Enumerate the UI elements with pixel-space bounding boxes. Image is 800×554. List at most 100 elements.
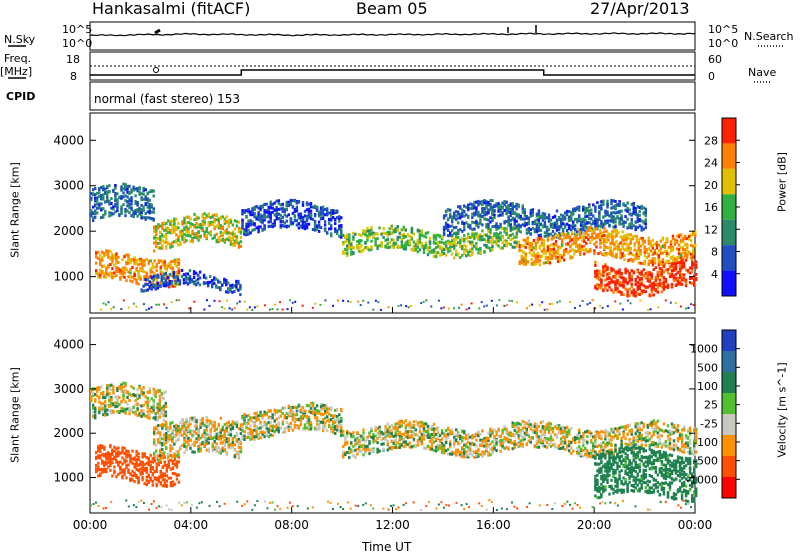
power-echo-cell	[656, 274, 660, 278]
power-echo-cell	[418, 235, 422, 239]
power-echo-cell	[203, 232, 206, 236]
power-ground-cell	[425, 299, 428, 302]
power-echo-cell	[169, 242, 172, 246]
velocity-echo-cell	[143, 463, 146, 467]
power-echo-cell	[305, 222, 309, 226]
power-echo-cell	[469, 207, 472, 210]
velocity-echo-cell	[136, 397, 139, 401]
velocity-echo-cell	[123, 468, 126, 472]
power-echo-cell	[483, 213, 486, 217]
power-echo-cell	[328, 222, 331, 225]
power-echo-cell	[487, 211, 490, 215]
power-echo-cell	[123, 271, 126, 275]
power-echo-cell	[537, 221, 541, 225]
velocity-echo-cell	[149, 476, 152, 480]
power-echo-cell	[125, 267, 128, 271]
power-echo-cell	[531, 226, 534, 230]
power-echo-cell	[192, 282, 196, 286]
power-echo-cell	[622, 220, 625, 224]
power-echo-cell	[469, 254, 472, 258]
power-echo-cell	[640, 219, 643, 223]
velocity-echo-cell	[167, 465, 170, 469]
power-echo-cell	[643, 248, 646, 252]
power-echo-cell	[193, 225, 196, 229]
power-echo-cell	[511, 202, 514, 205]
power-echo-cell	[113, 271, 116, 275]
power-echo-cell	[442, 251, 446, 255]
power-echo-cell	[301, 223, 305, 227]
power-echo-cell	[649, 244, 652, 248]
velocity-echo-cell	[108, 409, 111, 413]
velocity-echo-cell	[133, 462, 136, 466]
power-echo-cell	[627, 252, 630, 256]
power-echo-cell	[537, 213, 541, 217]
power-echo-cell	[628, 212, 631, 216]
power-echo-cell	[647, 247, 650, 251]
velocity-echo-cell	[171, 462, 175, 465]
power-echo-cell	[138, 190, 141, 194]
power-echo-cell	[614, 220, 617, 224]
velocity-echo-cell	[117, 463, 120, 467]
power-echo-cell	[321, 211, 325, 215]
power-echo-cell	[142, 216, 145, 220]
power-echo-cell	[569, 249, 572, 253]
velocity-echo-cell	[131, 474, 134, 478]
power-ground-cell	[289, 299, 292, 302]
power-echo-cell	[368, 248, 371, 252]
power-echo-cell	[281, 219, 284, 223]
power-echo-cell	[269, 204, 272, 208]
velocity-echo-cell	[110, 383, 113, 387]
power-echo-cell	[190, 278, 194, 282]
power-echo-cell	[518, 248, 521, 252]
power-echo-cell	[495, 204, 498, 208]
power-echo-cell	[133, 256, 136, 260]
power-echo-cell	[221, 238, 224, 242]
power-echo-cell	[233, 227, 237, 231]
power-echo-cell	[671, 255, 675, 259]
power-echo-cell	[477, 203, 480, 207]
power-echo-cell	[479, 200, 482, 204]
velocity-echo-cell	[159, 460, 162, 464]
power-echo-cell	[100, 216, 103, 220]
power-echo-cell	[670, 269, 674, 273]
power-echo-cell	[144, 282, 147, 286]
power-echo-cell	[459, 216, 462, 220]
power-echo-cell	[497, 209, 500, 213]
power-echo-cell	[457, 241, 460, 245]
power-echo-cell	[124, 208, 127, 211]
power-echo-cell	[491, 199, 494, 203]
power-ground-cell	[599, 305, 602, 308]
velocity-echo-cell	[164, 410, 167, 414]
power-echo-cell	[624, 287, 627, 291]
power-echo-cell	[133, 277, 136, 281]
velocity-echo-cell	[99, 472, 102, 476]
power-echo-cell	[195, 225, 198, 229]
power-echo-cell	[126, 204, 129, 208]
velocity-echo-cell	[145, 456, 148, 460]
power-echo-cell	[534, 259, 538, 263]
velocity-echo-cell	[115, 475, 118, 479]
power-echo-cell	[179, 243, 182, 246]
power-echo-cell	[136, 209, 139, 213]
velocity-echo-cell	[108, 395, 111, 399]
power-echo-cell	[247, 224, 250, 228]
power-echo-cell	[148, 203, 151, 206]
velocity-echo-cell	[110, 404, 113, 408]
power-echo-cell	[229, 287, 232, 291]
power-echo-cell	[139, 262, 142, 266]
power-echo-cell	[509, 218, 512, 222]
power-echo-cell	[271, 202, 274, 206]
power-echo-cell	[667, 245, 671, 249]
power-echo-cell	[396, 225, 399, 228]
power-echo-cell	[130, 190, 133, 194]
power-echo-cell	[279, 207, 282, 211]
power-ground-cell	[531, 303, 534, 306]
power-echo-cell	[275, 205, 278, 209]
velocity-echo-cell	[151, 483, 154, 487]
power-echo-cell	[436, 242, 440, 246]
power-echo-cell	[541, 215, 545, 219]
power-echo-cell	[175, 217, 178, 221]
power-echo-cell	[644, 222, 647, 226]
velocity-echo-cell	[148, 387, 151, 391]
power-echo-cell	[179, 232, 182, 236]
